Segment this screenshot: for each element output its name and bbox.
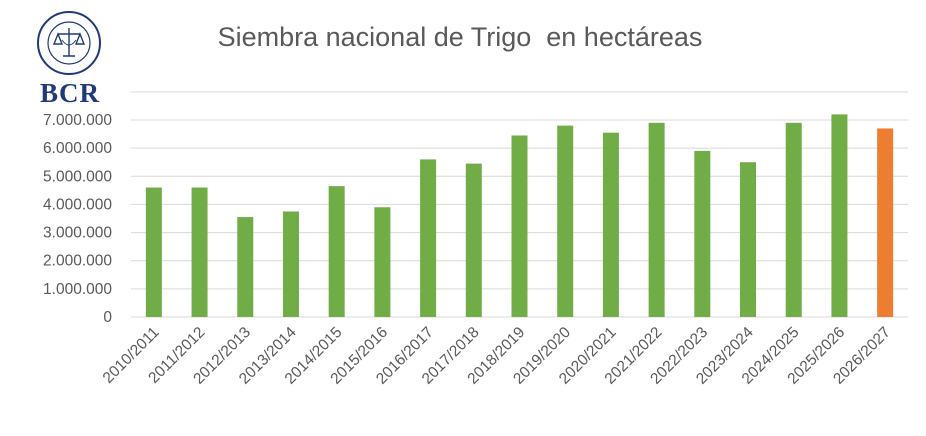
bar-2014-2015 bbox=[328, 186, 345, 317]
bar-2018-2019 bbox=[511, 135, 528, 317]
y-tick-label: 5.000.000 bbox=[43, 168, 112, 185]
bar-2020-2021 bbox=[602, 132, 619, 317]
y-tick-label: 7.000.000 bbox=[43, 112, 112, 129]
bar-2016-2017 bbox=[420, 159, 437, 317]
bcr-logo-text: BCR bbox=[39, 78, 100, 108]
bar-2015-2016 bbox=[374, 207, 391, 317]
bar-2012-2013 bbox=[237, 217, 254, 317]
bcr-seal-icon bbox=[37, 11, 101, 75]
y-axis-ticks: 0 1.000.000 2.000.000 3.000.000 4.000.000 5.0… bbox=[43, 112, 112, 326]
bar-2017-2018 bbox=[465, 163, 482, 317]
chart-title: Siembra nacional de Trigo en hectáreas bbox=[217, 22, 703, 52]
bar-2019-2020 bbox=[557, 125, 574, 317]
y-tick-label: 6.000.000 bbox=[43, 140, 112, 157]
bar-2022-2023 bbox=[694, 150, 711, 317]
bar-2010-2011 bbox=[145, 187, 162, 317]
y-tick-label: 1.000.000 bbox=[43, 281, 112, 298]
bar-2023-2024 bbox=[740, 162, 757, 317]
x-axis-ticks: 2010/20112011/20122012/20132013/20142014… bbox=[100, 324, 894, 388]
y-tick-label: 0 bbox=[103, 309, 112, 326]
bar-2026-2027 bbox=[877, 128, 894, 317]
bar-2013-2014 bbox=[282, 211, 299, 317]
y-tick-label: 3.000.000 bbox=[43, 225, 112, 242]
bar-2024-2025 bbox=[785, 122, 802, 317]
bcr-logo: BCR bbox=[22, 8, 118, 108]
bars bbox=[145, 114, 894, 317]
y-tick-label: 2.000.000 bbox=[43, 253, 112, 270]
bar-2011-2012 bbox=[191, 187, 208, 317]
bar-2021-2022 bbox=[648, 122, 665, 317]
y-tick-label: 4.000.000 bbox=[43, 196, 112, 213]
bar-2025-2026 bbox=[831, 114, 848, 317]
